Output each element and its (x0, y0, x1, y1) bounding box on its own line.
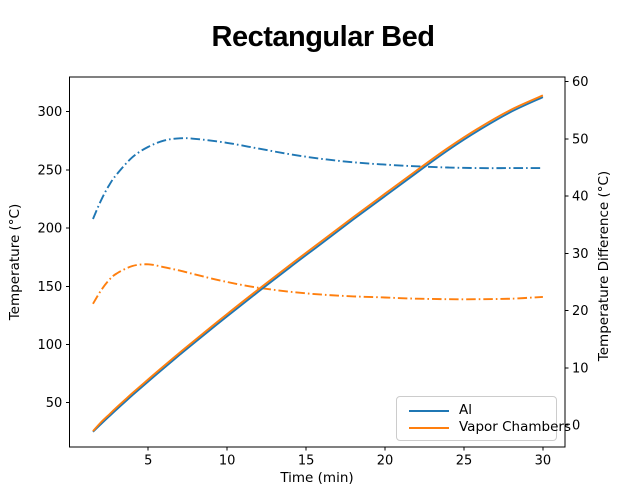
y-tick-label-right: 30 (572, 247, 589, 262)
vapor-chambers-line-swatch (409, 426, 449, 429)
y-tick-label-right: 10 (572, 361, 589, 376)
x-tick-label: 10 (219, 454, 236, 469)
legend-item-vapor-chambers: Vapor Chambers (409, 419, 571, 436)
y-tick-label-left: 250 (37, 163, 62, 178)
y-tick-label-right: 0 (572, 419, 580, 434)
x-tick-label: 25 (456, 454, 473, 469)
legend-label-vapor-chambers: Vapor Chambers (459, 419, 571, 435)
x-tick-label: 30 (535, 454, 552, 469)
x-tick-label: 15 (298, 454, 315, 469)
y-axis-label-right: Temperature Difference (°C) (596, 170, 612, 362)
y-tick-label-left: 50 (46, 396, 63, 411)
legend: Al Vapor Chambers (396, 396, 571, 441)
y-tick-label-right: 60 (572, 75, 589, 90)
y-tick-label-left: 200 (37, 222, 62, 237)
series-line-al (92, 96, 544, 433)
y-tick-label-right: 50 (572, 132, 589, 147)
y-tick-label-left: 300 (37, 105, 62, 120)
y-tick-label-right: 20 (572, 304, 589, 319)
y-tick-label-left: 100 (37, 338, 62, 353)
series-line-al-temperature-difference (92, 137, 543, 220)
series-line-vapor-chambers-temperature-difference (92, 263, 543, 305)
x-tick-label: 20 (377, 454, 394, 469)
axes-spines (68, 76, 566, 448)
x-tick-label: 5 (144, 454, 152, 469)
y-tick-label-left: 150 (37, 280, 62, 295)
al-line-swatch (409, 409, 449, 412)
legend-label-al: Al (459, 402, 472, 418)
chart-title: Rectangular Bed (211, 21, 435, 53)
x-axis-label: Time (min) (280, 470, 354, 486)
legend-item-al: Al (409, 402, 546, 419)
y-tick-label-right: 40 (572, 190, 589, 205)
series-line-vapor-chambers (92, 94, 544, 432)
y-axis-label-left: Temperature (°C) (7, 203, 23, 321)
